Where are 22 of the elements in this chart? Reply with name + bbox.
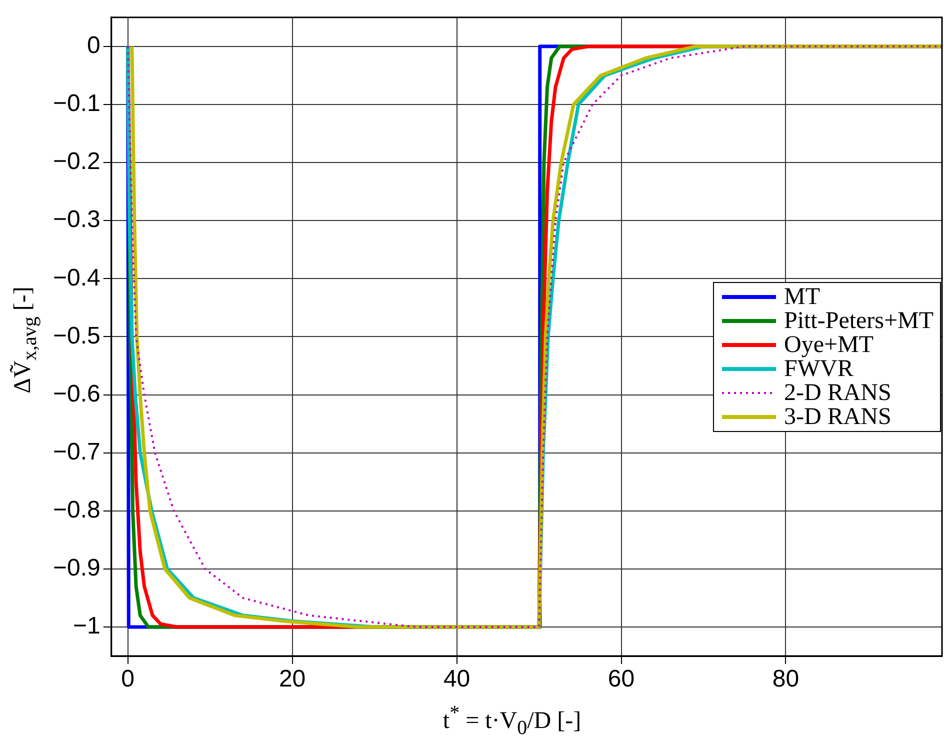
- x-axis-title: t$^{*}$ = t·V$_{0}$/D [-]: [442, 702, 582, 740]
- y-tick-label: −0.5: [52, 322, 100, 350]
- y-tick-label: −0.3: [52, 206, 100, 234]
- legend-label: 3-D RANS: [784, 404, 892, 430]
- y-tick-label: −0.9: [52, 554, 100, 582]
- x-tick-label: 20: [278, 666, 306, 693]
- y-tick-label: −0.2: [52, 148, 100, 176]
- legend-label: MT: [784, 284, 820, 310]
- x-tick-label: 60: [608, 666, 635, 693]
- y-tick-label: 0: [87, 32, 100, 60]
- legend-label: 2-D RANS: [784, 380, 892, 406]
- x-tick-label: 40: [443, 666, 470, 693]
- x-tick-label: 0: [121, 666, 135, 693]
- legend-label: Oye+MT: [784, 332, 874, 358]
- y-tick-label: −0.6: [52, 380, 100, 408]
- y-tick-label: −0.7: [52, 438, 100, 466]
- x-tick-label: 80: [772, 666, 800, 693]
- y-tick-label: −0.1: [52, 90, 100, 118]
- y-tick-label: −0.8: [52, 496, 100, 524]
- y-tick-label: −0.4: [52, 264, 100, 292]
- legend-label: Pitt-Peters+MT: [784, 308, 934, 334]
- y-tick-label: −1: [73, 612, 100, 640]
